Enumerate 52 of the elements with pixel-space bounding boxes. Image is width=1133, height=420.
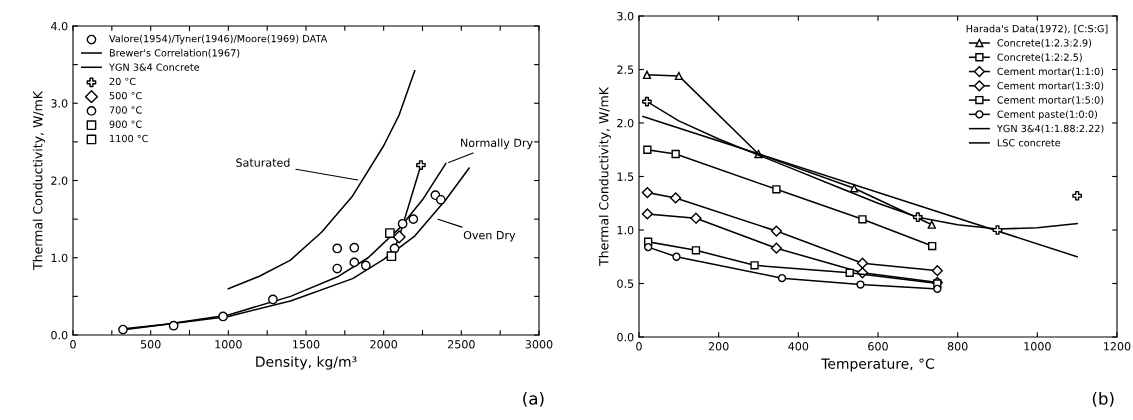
legend-label: 20 °C xyxy=(109,77,136,86)
x-tick-label: 3000 xyxy=(525,340,553,349)
y-tick-label: 4.0 xyxy=(51,21,68,31)
x-tick-label: 400 xyxy=(788,342,809,351)
y-tick-label: 1.0 xyxy=(617,225,634,235)
annotation: Oven Dry xyxy=(463,230,516,242)
annotation: Normally Dry xyxy=(461,138,533,150)
x-tick-label: 1000 xyxy=(215,340,242,349)
y-tick-label: 2.0 xyxy=(617,118,634,128)
annotation: Saturated xyxy=(236,158,290,167)
legend-label: Cement mortar(1:5:0) xyxy=(997,96,1104,105)
legend-label: Cement mortar(1:1:0) xyxy=(997,67,1104,77)
y-tick-label: 3.0 xyxy=(51,99,68,108)
y-tick-label: 2.5 xyxy=(617,65,634,74)
y-tick-label: 0.5 xyxy=(617,279,634,288)
legend-label: Concrete(1:2.3:2.9) xyxy=(997,39,1092,48)
y-tick-label: 3.0 xyxy=(617,11,634,21)
x-tick-label: 1500 xyxy=(293,340,320,349)
legend-label: LSC concrete xyxy=(997,139,1061,147)
x-tick-label: 1000 xyxy=(1024,342,1051,351)
legend-label: 500 °C xyxy=(109,92,142,100)
text: (a) xyxy=(523,391,544,407)
x-axis-title: Density, kg/m³ xyxy=(256,356,357,370)
legend-label: Cement mortar(1:3:0) xyxy=(997,81,1104,91)
x-tick-label: 0 xyxy=(636,342,642,351)
y-axis-title: Thermal Conductivity, W/mK xyxy=(598,86,611,266)
legend-label: 900 °C xyxy=(109,120,142,128)
y-tick-label: 1.5 xyxy=(617,172,634,181)
legend-label: Cement paste(1:0:0) xyxy=(997,110,1098,120)
x-axis-title: Temperature, °C xyxy=(821,358,934,372)
x-tick-label: 0 xyxy=(70,340,76,349)
legend-label: 700 °C xyxy=(109,106,142,114)
x-tick-label: 2500 xyxy=(448,340,475,349)
y-axis-title: Thermal Conductivity, W/mK xyxy=(32,90,45,270)
x-tick-label: 200 xyxy=(708,342,729,351)
x-tick-label: 800 xyxy=(947,342,968,351)
x-tick-label: 500 xyxy=(140,340,161,349)
y-tick-label: 1.0 xyxy=(51,253,68,263)
y-tick-label: 0.0 xyxy=(51,330,68,340)
legend-label: YGN 3&4(1:1.88:2.22) xyxy=(996,124,1104,134)
x-tick-label: 2000 xyxy=(370,340,398,349)
x-tick-label: 1200 xyxy=(1104,342,1131,351)
x-tick-label: 600 xyxy=(868,342,888,351)
legend-label: 1100 °C xyxy=(110,134,148,143)
text: (b) xyxy=(1092,391,1114,407)
legend-label: Concrete(1:2:2.5) xyxy=(997,53,1082,62)
legend-title: Harada's Data(1972), [C:S:G] xyxy=(966,24,1108,34)
y-tick-label: 0.0 xyxy=(617,332,634,342)
y-tick-label: 2.0 xyxy=(51,176,68,185)
legend-label: Brewer's Correlation(1967) xyxy=(109,49,240,58)
legend-label: YGN 3&4 Concrete xyxy=(108,63,200,71)
legend-label: Valore(1954)/Tyner(1946)/Moore(1969) DATA xyxy=(109,34,328,45)
